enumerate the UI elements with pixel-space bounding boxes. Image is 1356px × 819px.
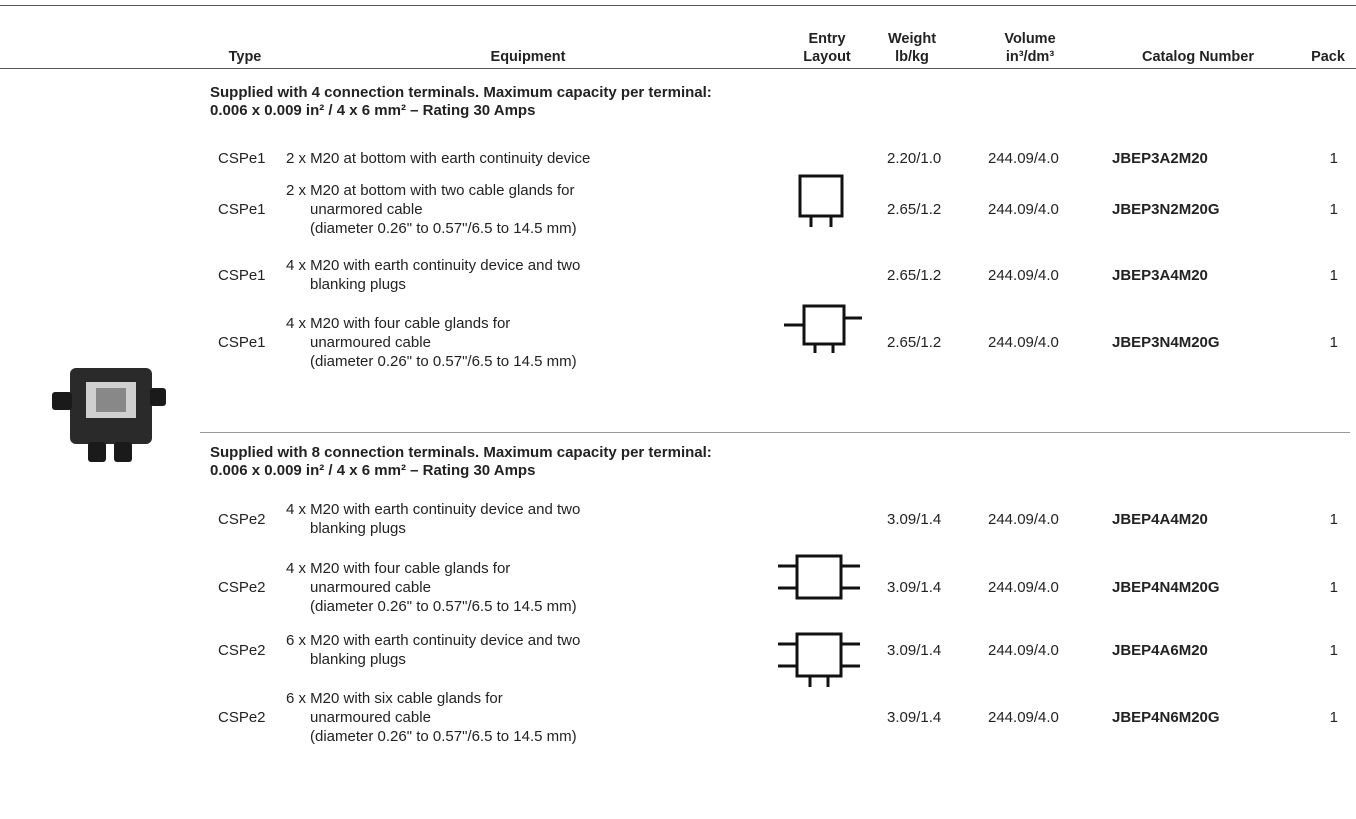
header-label: in³/dm³ (1005, 49, 1055, 65)
weight-cell: 2.20/1.0 (887, 149, 942, 167)
section-heading: Supplied with 8 connection terminals. Ma… (210, 444, 712, 461)
equipment-line: 4 x M20 with four cable glands for (286, 314, 511, 332)
equipment-line: 6 x M20 with six cable glands for (286, 689, 503, 707)
volume-cell: 244.09/4.0 (988, 149, 1059, 167)
equipment-line: blanking plugs (310, 651, 406, 668)
type-cell: CSPe2 (218, 578, 266, 596)
volume-cell: 244.09/4.0 (988, 333, 1059, 351)
pack-cell: 1 (1329, 333, 1338, 351)
type-cell: CSPe1 (218, 200, 266, 218)
type-cell: CSPe2 (218, 510, 266, 528)
header-label: lb/kg (895, 49, 929, 65)
weight-cell: 2.65/1.2 (887, 333, 942, 351)
equipment-line: blanking plugs (310, 276, 406, 293)
pack-cell: 1 (1329, 510, 1338, 528)
pack-cell: 1 (1329, 266, 1338, 284)
catalog-cell: JBEP4A4M20 (1112, 510, 1208, 528)
entry-layout-icon (778, 554, 860, 600)
pack-cell: 1 (1329, 708, 1338, 726)
equipment-line: unarmored cable (310, 200, 423, 218)
equipment-line: unarmoured cable (310, 708, 431, 726)
header-bottom-rule (0, 68, 1356, 69)
catalog-cell: JBEP4N6M20G (1112, 708, 1220, 726)
equipment-line: 6 x M20 with earth continuity device and… (286, 632, 581, 649)
volume-cell: 244.09/4.0 (988, 708, 1059, 726)
type-cell: CSPe1 (218, 149, 266, 167)
header-label: Entry (808, 31, 846, 47)
volume-cell: 244.09/4.0 (988, 266, 1059, 284)
pack-cell: 1 (1329, 149, 1338, 167)
equipment-line: 2 x M20 at bottom with two cable glands … (286, 181, 575, 199)
volume-cell: 244.09/4.0 (988, 641, 1059, 659)
equipment-line: (diameter 0.26" to 0.57"/6.5 to 14.5 mm) (310, 352, 577, 370)
header-label: Equipment (490, 49, 566, 65)
catalog-cell: JBEP4N4M20G (1112, 578, 1220, 596)
equipment-line: blanking plugs (310, 520, 406, 537)
equipment-line: (diameter 0.26" to 0.57"/6.5 to 14.5 mm) (310, 219, 577, 237)
type-cell: CSPe1 (218, 333, 266, 351)
equipment-line: 2 x M20 at bottom with earth continuity … (286, 149, 591, 167)
weight-cell: 2.65/1.2 (887, 266, 942, 284)
catalog-cell: JBEP3N2M20G (1112, 200, 1220, 218)
catalog-cell: JBEP4A6M20 (1112, 641, 1208, 659)
weight-cell: 3.09/1.4 (887, 578, 942, 596)
entry-layout-icon (784, 304, 862, 353)
volume-cell: 244.09/4.0 (988, 578, 1059, 596)
weight-cell: 2.65/1.2 (887, 200, 942, 218)
equipment-line: 4 x M20 with four cable glands for (286, 559, 511, 577)
catalog-cell: JBEP3A2M20 (1112, 149, 1208, 167)
type-cell: CSPe2 (218, 641, 266, 659)
section-rule (200, 432, 1350, 433)
section-heading: 0.006 x 0.009 in² / 4 x 6 mm² – Rating 3… (210, 462, 536, 479)
pack-cell: 1 (1329, 200, 1338, 218)
product-photo (52, 368, 166, 462)
catalog-cell: JBEP3N4M20G (1112, 333, 1220, 351)
header-label: Weight (887, 31, 937, 47)
type-cell: CSPe1 (218, 266, 266, 284)
weight-cell: 3.09/1.4 (887, 641, 942, 659)
catalog-cell: JBEP3A4M20 (1112, 266, 1208, 284)
weight-cell: 3.09/1.4 (887, 510, 942, 528)
header-label: Layout (803, 49, 851, 65)
type-cell: CSPe2 (218, 708, 266, 726)
equipment-line: unarmoured cable (310, 578, 431, 596)
header-label: Pack (1311, 49, 1345, 65)
weight-cell: 3.09/1.4 (887, 708, 942, 726)
header-label: Type (228, 49, 262, 65)
pack-cell: 1 (1329, 578, 1338, 596)
entry-layout-icon (778, 632, 860, 687)
section-heading: 0.006 x 0.009 in² / 4 x 6 mm² – Rating 3… (210, 102, 536, 119)
volume-cell: 244.09/4.0 (988, 200, 1059, 218)
equipment-line: (diameter 0.26" to 0.57"/6.5 to 14.5 mm) (310, 727, 577, 745)
volume-cell: 244.09/4.0 (988, 510, 1059, 528)
equipment-line: (diameter 0.26" to 0.57"/6.5 to 14.5 mm) (310, 597, 577, 615)
header-top-rule (0, 5, 1356, 6)
equipment-line: unarmoured cable (310, 333, 431, 351)
pack-cell: 1 (1329, 641, 1338, 659)
section-heading: Supplied with 4 connection terminals. Ma… (210, 84, 712, 101)
equipment-line: 4 x M20 with earth continuity device and… (286, 257, 581, 274)
entry-layout-icon (798, 174, 844, 227)
header-label: Catalog Number (1142, 49, 1254, 65)
equipment-line: 4 x M20 with earth continuity device and… (286, 501, 581, 518)
header-label: Volume (1004, 31, 1056, 47)
